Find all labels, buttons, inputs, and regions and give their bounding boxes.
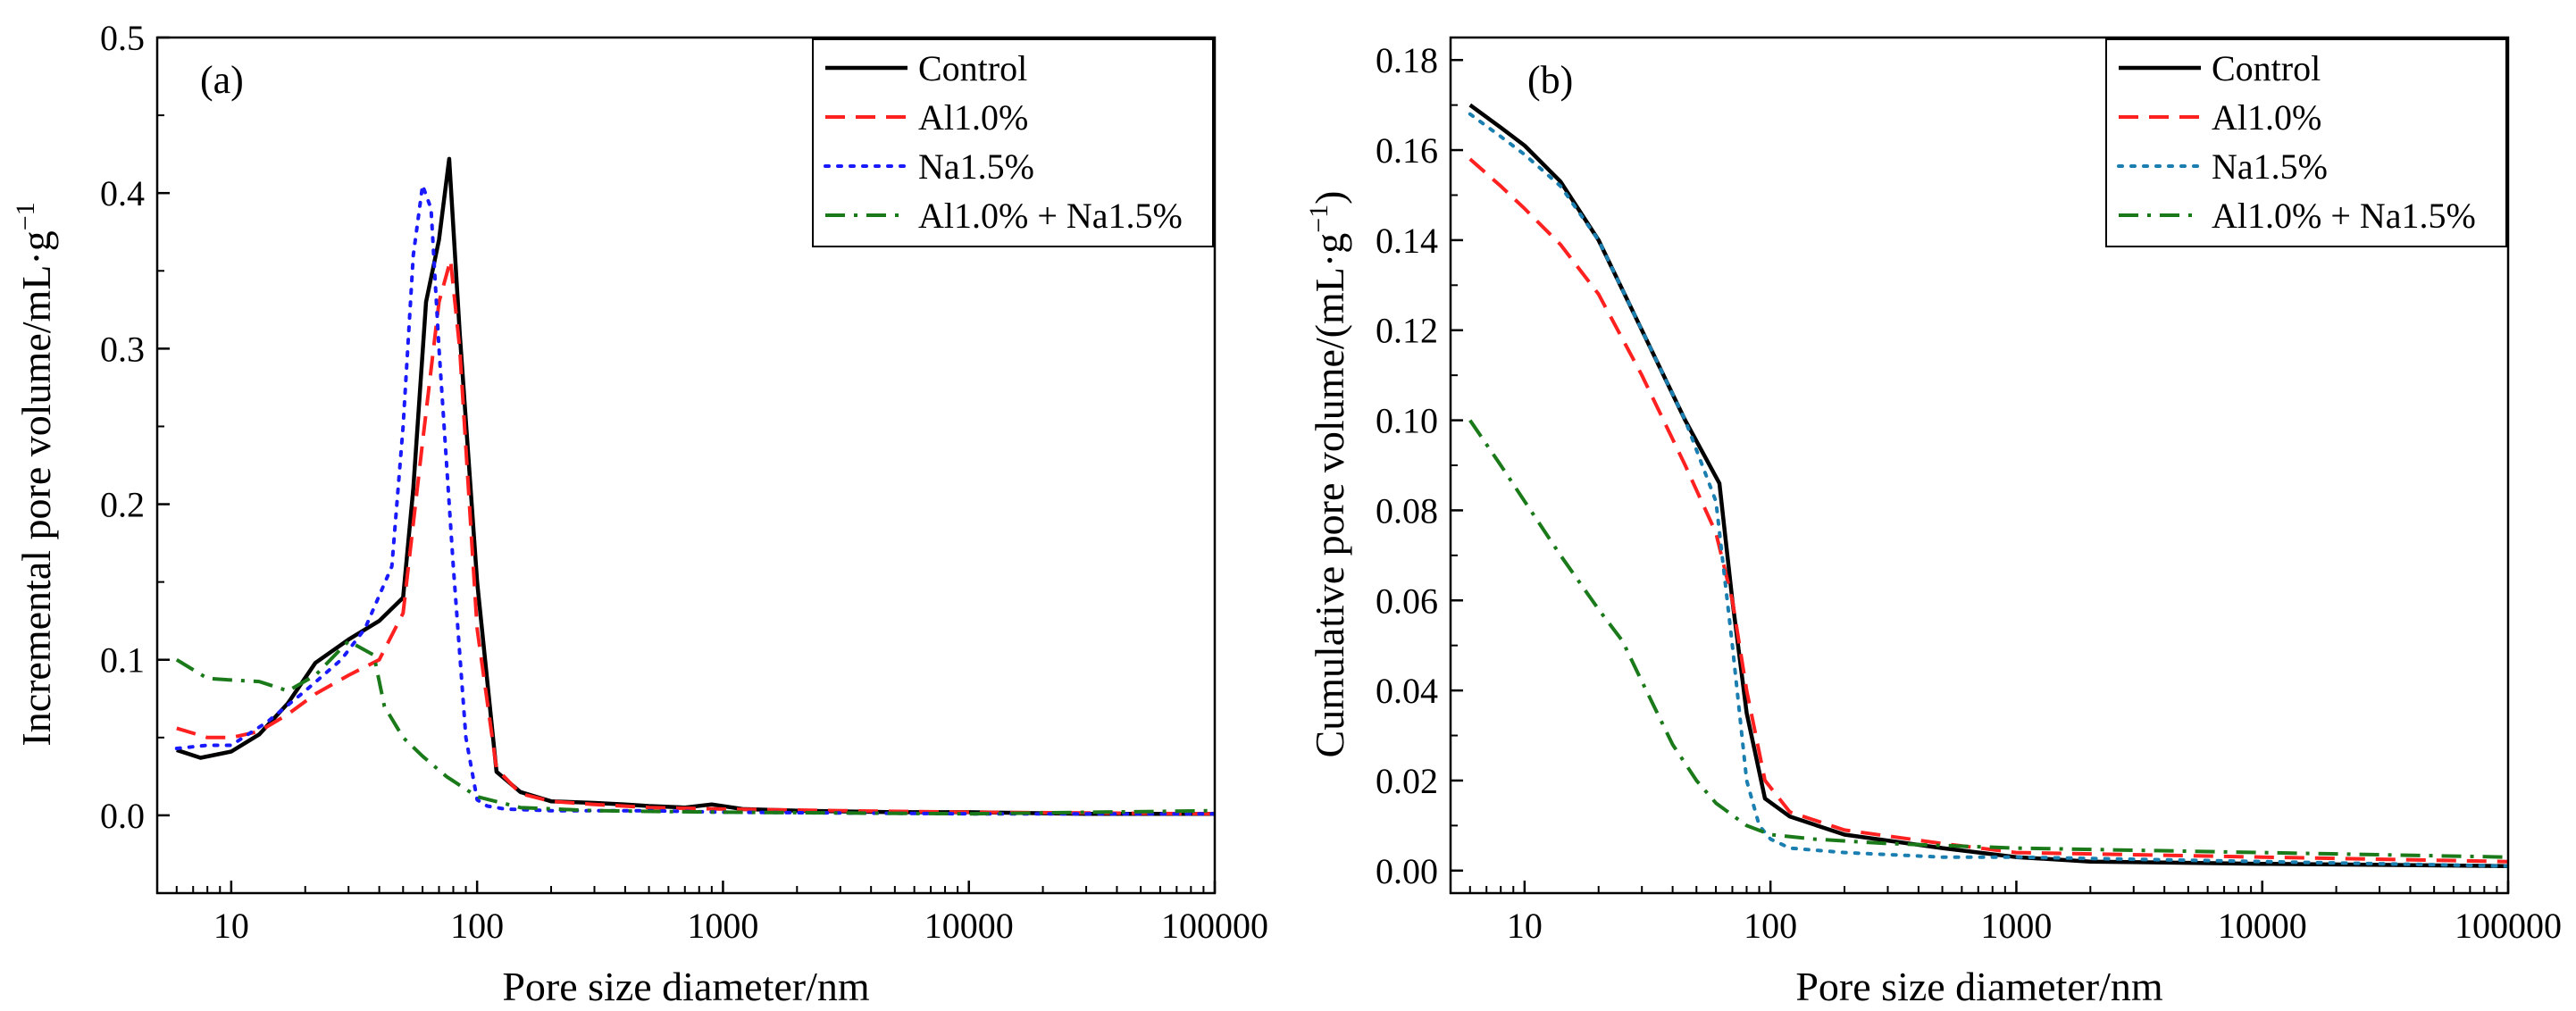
panel-b-legend: Control Al1.0% Na1.5% Al1.0% + Na1.5%	[2105, 38, 2507, 247]
legend-label-1: Control	[2212, 48, 2321, 88]
x-tick-label: 10	[213, 906, 249, 946]
panel-b-y-axis-title-main: Cumulative pore volume/(mL·g	[1307, 233, 1352, 758]
y-tick-label: 0.3	[100, 329, 145, 369]
panel-a-x-axis-title: Pore size diameter/nm	[502, 964, 870, 1009]
series-line-4	[1468, 419, 2508, 859]
series-line-3	[1468, 112, 2508, 868]
y-tick-label: 0.0	[100, 796, 145, 836]
legend-label-4: Al1.0% + Na1.5%	[918, 196, 1183, 236]
x-tick-label: 1000	[687, 906, 758, 946]
series-line-2	[176, 258, 1215, 816]
panel-b-y-ticks: 0.00 0.02 0.04 0.06 0.08 0.10 0.12 0.14 0.16 0.18	[1376, 40, 1463, 891]
panel-a: 10 100 1000 10000 100000 0.00.10.20.30.40.5 …	[11, 18, 1268, 1009]
y-tick-label: 0.16	[1376, 130, 1438, 171]
panel-b: 10 100 1000 10000 100000 0.000.020.040.060.0…	[1304, 36, 2562, 1009]
y-tick-label: 0.08	[1376, 490, 1438, 531]
x-tick-label: 100	[450, 906, 504, 946]
panel-b-x-ticks: 10 100 1000 10000 100000	[1450, 881, 2562, 946]
legend-label-2: Al1.0%	[2212, 97, 2321, 138]
panel-a-label: (a)	[200, 58, 244, 102]
panel-b-series	[1468, 103, 2508, 868]
series-line-1	[176, 156, 1215, 816]
y-tick-label: 0.10	[1376, 401, 1438, 441]
panel-a-series	[174, 156, 1215, 816]
y-tick-label: 0.00	[1376, 851, 1438, 891]
y-tick-label: 0.1	[100, 640, 145, 681]
panel-b-y-axis-title-sup: −1	[1304, 205, 1334, 233]
panel-b-x-axis-title: Pore size diameter/nm	[1795, 964, 2163, 1009]
y-tick-label: 0.14	[1376, 221, 1438, 261]
y-tick-label: 0.02	[1376, 761, 1438, 801]
panel-b-y-axis-title: Cumulative pore volume/(mL·g−1)	[1304, 191, 1352, 758]
y-tick-label: 0.12	[1376, 311, 1438, 351]
panel-a-plot-frame	[155, 36, 1217, 895]
series-line-2	[1468, 157, 2508, 864]
panel-a-y-ticks: 0.0 0.1 0.2 0.3 0.4 0.5	[100, 18, 170, 836]
panel-a-y-axis-title: Incremental pore volume/mL·g−1	[11, 202, 59, 746]
x-tick-label: 1000	[1980, 906, 2052, 946]
legend-label-4: Al1.0% + Na1.5%	[2212, 196, 2476, 236]
y-tick-label: 0.04	[1376, 671, 1438, 711]
legend-label-3: Na1.5%	[918, 146, 1034, 187]
panel-b-y-axis-title-close: )	[1307, 191, 1352, 205]
x-tick-label: 10000	[924, 906, 1014, 946]
panel-a-y-axis-title-main: Incremental pore volume/mL·g	[13, 230, 59, 746]
legend-label-3: Na1.5%	[2212, 146, 2328, 187]
series-line-4	[175, 639, 1215, 816]
y-tick-label: 0.2	[100, 485, 145, 525]
panel-a-legend: Control Al1.0% Na1.5% Al1.0% + Na1.5%	[812, 38, 1214, 247]
panel-b-label: (b)	[1527, 58, 1573, 102]
legend-label-1: Control	[918, 48, 1027, 88]
x-tick-label: 100000	[1161, 906, 1268, 946]
legend-label-2: Al1.0%	[918, 97, 1028, 138]
x-tick-label: 10	[1507, 906, 1543, 946]
legend-box	[812, 38, 1214, 247]
series-line-3	[174, 183, 1215, 816]
panel-a-x-ticks: 10 100 1000 10000 100000	[156, 881, 1268, 946]
panel-a-y-axis-title-sup: −1	[11, 202, 40, 230]
y-tick-label: 0.5	[100, 18, 145, 58]
y-tick-label: 0.4	[100, 173, 145, 213]
y-tick-label: 0.06	[1376, 581, 1438, 621]
y-tick-label: 0.18	[1376, 40, 1438, 80]
legend-box	[2105, 38, 2507, 247]
x-tick-label: 10000	[2218, 906, 2307, 946]
x-tick-label: 100000	[2455, 906, 2562, 946]
x-tick-label: 100	[1744, 906, 1797, 946]
